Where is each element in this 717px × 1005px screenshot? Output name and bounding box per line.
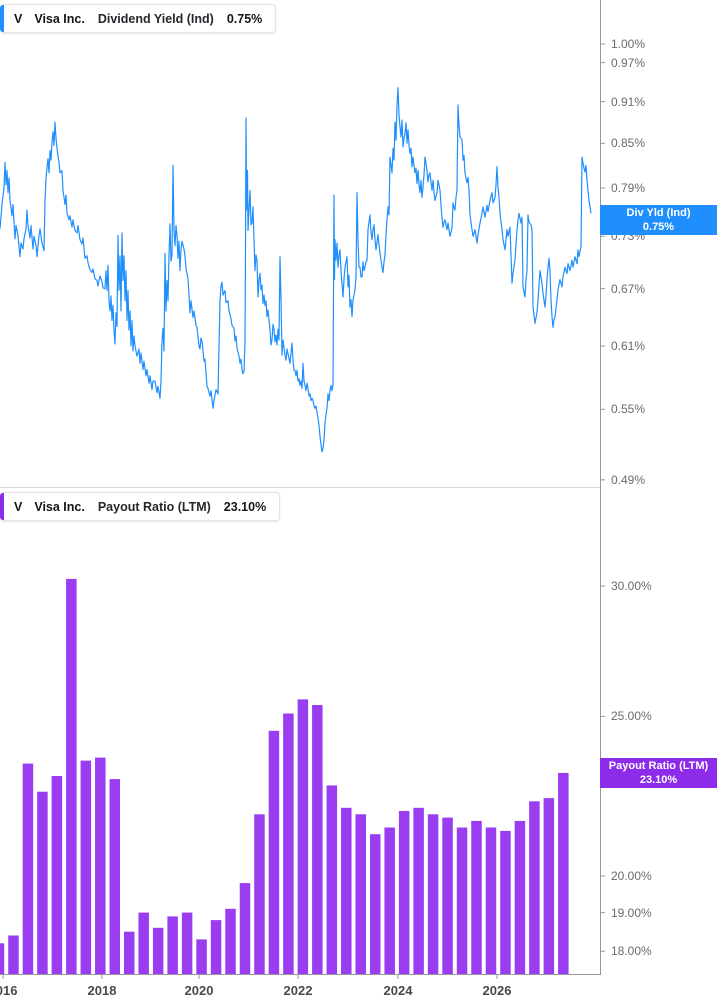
series-accent-purple xyxy=(0,493,4,520)
ticker-symbol: V xyxy=(14,499,23,514)
dividend-yield-line[interactable] xyxy=(0,87,592,453)
y-axis-tick-label: 0.67% xyxy=(611,281,646,296)
company-name: Visa Inc. xyxy=(34,11,85,26)
ticker-symbol: V xyxy=(14,11,23,26)
legend-chip-payout-ratio[interactable]: V Visa Inc. Payout Ratio (LTM) 23.10% xyxy=(0,492,281,521)
payout-ratio-bar[interactable] xyxy=(427,814,439,974)
payout-ratio-bar[interactable] xyxy=(326,785,338,974)
payout-ratio-bar[interactable] xyxy=(442,817,453,974)
y-axis-tick-label: 0.97% xyxy=(611,55,646,70)
payout-ratio-bar[interactable] xyxy=(529,801,540,974)
payout-ratio-bar[interactable] xyxy=(210,920,222,974)
x-axis-year-label: 2022 xyxy=(283,983,313,998)
series-accent-blue xyxy=(0,5,4,32)
payout-ratio-bar[interactable] xyxy=(22,763,34,974)
y-axis-tick-label: 0.85% xyxy=(611,136,646,151)
payout-ratio-bar[interactable] xyxy=(95,757,106,974)
payout-ratio-bar[interactable] xyxy=(225,908,236,974)
y-axis-tick-label: 20.00% xyxy=(611,868,652,883)
y-axis-tick-label: 30.00% xyxy=(611,579,652,593)
payout-ratio-bar[interactable] xyxy=(66,578,77,974)
payout-ratio-bar[interactable] xyxy=(123,931,135,974)
payout-ratio-bar[interactable] xyxy=(369,834,381,974)
payout-ratio-bar[interactable] xyxy=(80,760,92,974)
flag-value-label: 23.10% xyxy=(639,774,678,786)
payout-ratio-bar[interactable] xyxy=(152,927,164,974)
payout-ratio-bar[interactable] xyxy=(109,779,121,974)
x-axis-year-label: 2020 xyxy=(184,983,214,998)
last-value-flag-payout-ratio[interactable]: Payout Ratio (LTM) 23.10% xyxy=(600,758,717,788)
flag-value-label: 0.75% xyxy=(642,221,675,233)
y-axis-tick-label: 0.61% xyxy=(611,339,646,353)
payout-ratio-bar[interactable] xyxy=(384,827,395,975)
payout-ratio-bar[interactable] xyxy=(283,713,294,975)
payout-ratio-bar[interactable] xyxy=(312,705,323,974)
metric-name: Dividend Yield (Ind) xyxy=(97,11,214,26)
payout-ratio-bar[interactable] xyxy=(355,814,367,974)
payout-ratio-bar[interactable] xyxy=(37,791,48,974)
payout-ratio-bar[interactable] xyxy=(558,772,569,974)
y-axis-tick-label: 19.00% xyxy=(611,905,652,920)
payout-ratio-bar[interactable] xyxy=(413,807,424,974)
payout-ratio-bar[interactable] xyxy=(254,814,265,974)
y-axis-tick-label: 0.91% xyxy=(611,94,646,109)
x-axis-year-label: 2018 xyxy=(87,983,117,998)
payout-ratio-bar[interactable] xyxy=(543,798,555,974)
metric-name: Payout Ratio (LTM) xyxy=(97,499,211,514)
payout-ratio-bar[interactable] xyxy=(341,807,352,974)
x-axis-year-label: 2016 xyxy=(0,983,18,998)
y-axis-tick-label: 0.49% xyxy=(611,472,646,487)
y-axis-tick-label: 0.55% xyxy=(611,402,646,417)
payout-ratio-bar[interactable] xyxy=(196,939,207,974)
x-axis-year-label: 2026 xyxy=(482,983,512,998)
payout-ratio-bar[interactable] xyxy=(500,830,511,974)
flag-metric-label: Div Yld (Ind) xyxy=(626,206,691,219)
payout-ratio-bar[interactable] xyxy=(167,916,178,974)
y-axis-tick-label: 1.00% xyxy=(611,37,646,51)
company-name: Visa Inc. xyxy=(34,499,85,514)
flag-metric-label: Payout Ratio (LTM) xyxy=(608,759,709,772)
x-axis-year-label: 2024 xyxy=(383,983,413,998)
payout-ratio-bar[interactable] xyxy=(514,820,526,974)
payout-ratio-bar[interactable] xyxy=(485,827,497,975)
payout-ratio-bar[interactable] xyxy=(239,883,251,974)
payout-ratio-bar[interactable] xyxy=(0,943,5,974)
y-axis-tick-label: 25.00% xyxy=(611,709,652,724)
legend-chip-dividend-yield[interactable]: V Visa Inc. Dividend Yield (Ind) 0.75% xyxy=(0,4,277,33)
payout-ratio-bar[interactable] xyxy=(456,827,468,975)
y-axis-tick-label: 18.00% xyxy=(611,944,652,959)
payout-ratio-bar[interactable] xyxy=(268,730,280,974)
payout-ratio-bar[interactable] xyxy=(8,935,19,975)
y-axis-tick-label: 0.79% xyxy=(611,181,646,196)
payout-ratio-bar[interactable] xyxy=(51,776,63,974)
payout-ratio-bar[interactable] xyxy=(181,912,193,974)
metric-value: 23.10% xyxy=(223,499,267,514)
payout-ratio-bar[interactable] xyxy=(297,699,309,974)
payout-ratio-bar[interactable] xyxy=(471,820,482,974)
payout-ratio-bar[interactable] xyxy=(138,912,149,974)
payout-ratio-bar[interactable] xyxy=(398,811,410,974)
last-value-flag-div-yld[interactable]: Div Yld (Ind) 0.75% xyxy=(600,205,717,235)
metric-value: 0.75% xyxy=(226,11,263,26)
